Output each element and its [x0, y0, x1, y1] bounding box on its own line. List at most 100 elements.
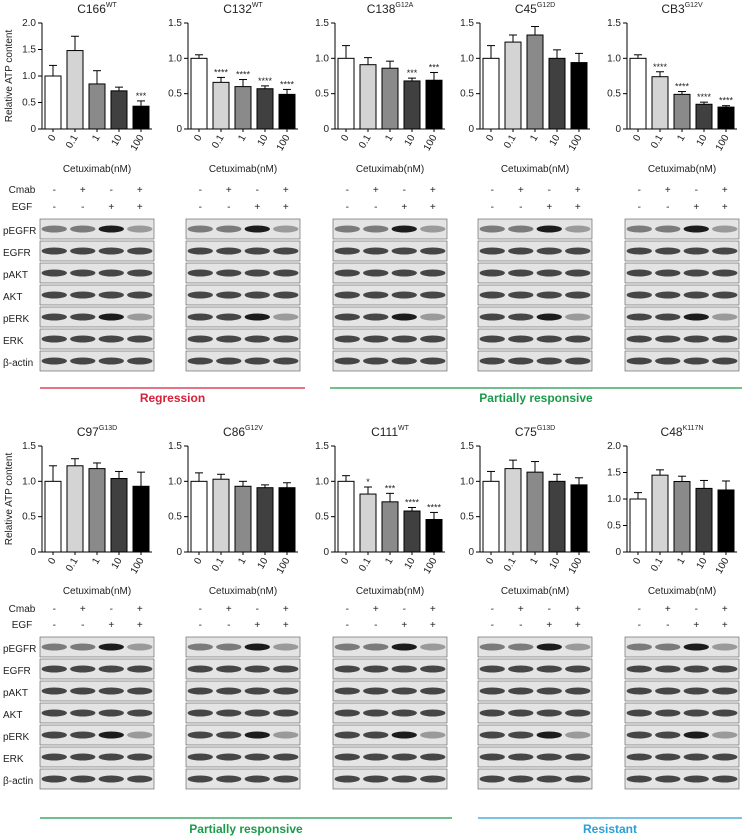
title-superscript: G12V [245, 425, 263, 432]
blot-band [626, 335, 652, 343]
blot-band [479, 643, 505, 651]
blot-band [41, 291, 67, 299]
blot-band [98, 775, 124, 783]
treatment-sign: + [226, 604, 232, 615]
treatment-sign: - [199, 202, 202, 213]
blot-panel [624, 724, 740, 746]
blot-band [391, 775, 417, 783]
blot-band [626, 643, 652, 651]
x-tick-label: 0 [46, 133, 59, 144]
x-tick-label: 10 [403, 556, 418, 572]
blot-band [391, 269, 417, 277]
x-tick-label: 1 [528, 556, 541, 567]
blot-band [70, 643, 96, 651]
bar [482, 480, 500, 553]
blot-band [334, 291, 360, 299]
treatment-sign: + [430, 202, 436, 213]
x-tick-label: 0.1 [357, 556, 374, 574]
blot-band [363, 731, 389, 739]
blot-panel [477, 284, 593, 306]
y-tick-label: 0.5 [315, 512, 329, 523]
blot-band [536, 357, 562, 365]
blot-band [420, 357, 446, 365]
x-tick-label: 0.1 [649, 556, 666, 574]
blot-band [127, 225, 153, 233]
blot-band [391, 687, 417, 695]
blot-band [683, 731, 709, 739]
blot-band [70, 357, 96, 365]
x-tick-label: 10 [256, 133, 271, 149]
bar [717, 106, 735, 130]
blot-band [626, 291, 652, 299]
y-tick-label: 0.5 [315, 89, 329, 100]
blot-band [391, 731, 417, 739]
treatment-sign: - [199, 620, 202, 631]
x-tick-label: 0 [631, 133, 644, 144]
blot-band [41, 313, 67, 321]
chart-title: C111WT [371, 425, 410, 439]
blot-band [479, 709, 505, 717]
bar [190, 480, 208, 553]
bar [526, 34, 544, 130]
x-axis-label: Cetuximab(nM) [501, 164, 569, 175]
blot-band [273, 247, 299, 255]
bar [570, 484, 588, 553]
group-label: Resistant [583, 822, 637, 836]
treatment-sign: + [575, 620, 581, 631]
blot-band [334, 313, 360, 321]
blot-band [479, 269, 505, 277]
blot-panel [332, 284, 448, 306]
blot-band [98, 687, 124, 695]
blot-band [273, 665, 299, 673]
blot-panel [332, 240, 448, 262]
x-tick-label: 100 [275, 556, 293, 576]
bar [629, 498, 647, 553]
blot-band [508, 687, 534, 695]
blot-band [363, 775, 389, 783]
blot-band [391, 709, 417, 717]
blot-panel [477, 680, 593, 702]
blot-band [363, 225, 389, 233]
blot-band [626, 357, 652, 365]
blot-band [98, 753, 124, 761]
treatment-label: EGF [12, 202, 33, 213]
blot-band [216, 313, 242, 321]
blot-band [244, 247, 270, 255]
x-tick-label: 0 [484, 133, 497, 144]
blot-band [244, 313, 270, 321]
blot-band [712, 775, 738, 783]
significance-label: **** [258, 76, 273, 86]
blot-band [536, 225, 562, 233]
treatment-sign: - [548, 604, 551, 615]
blot-band [41, 269, 67, 277]
blot-band [536, 709, 562, 717]
x-tick-label: 0 [192, 133, 205, 144]
blot-panel [624, 768, 740, 790]
blot-band [334, 753, 360, 761]
blot-band [712, 247, 738, 255]
blot-panel [185, 350, 301, 372]
blot-band [216, 665, 242, 673]
bar [256, 487, 274, 553]
blot-panel [624, 702, 740, 724]
blot-band [41, 357, 67, 365]
x-tick-label: 0.1 [649, 133, 666, 151]
bar [44, 75, 62, 130]
y-tick-label: 1.0 [607, 53, 621, 64]
treatment-sign: - [346, 620, 349, 631]
blot-band [626, 753, 652, 761]
blot-panel [624, 658, 740, 680]
y-tick-label: 2.0 [607, 441, 621, 452]
blot-band [98, 313, 124, 321]
treatment-sign: - [110, 185, 113, 196]
blot-band [127, 687, 153, 695]
treatment-sign: - [491, 202, 494, 213]
blot-panel [624, 218, 740, 240]
treatment-sign: - [403, 604, 406, 615]
blot-band [41, 247, 67, 255]
chart-title: C97G13D [77, 425, 117, 439]
blot-panel [477, 768, 593, 790]
blot-band [216, 291, 242, 299]
blot-band [41, 643, 67, 651]
blot-band [334, 665, 360, 673]
